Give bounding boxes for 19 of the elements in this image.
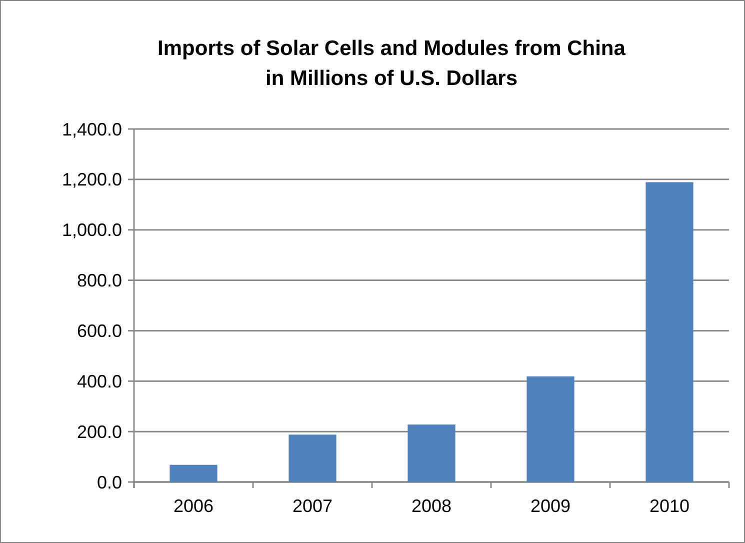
bar (408, 424, 456, 482)
y-tick-label: 0.0 (96, 472, 122, 492)
x-tick-label: 2009 (530, 496, 571, 516)
y-tick-label: 600.0 (76, 321, 122, 342)
y-tick-label: 1,000.0 (62, 220, 122, 240)
bar (646, 182, 694, 482)
y-tick-label: 1,200.0 (62, 170, 122, 190)
y-tick-label: 400.0 (76, 371, 122, 392)
y-tick-label: 1,400.0 (62, 119, 122, 140)
x-tick-label: 2008 (411, 496, 452, 516)
bar (170, 464, 218, 482)
bar (526, 376, 574, 482)
y-tick-label: 800.0 (76, 270, 122, 291)
x-tick-label: 2006 (173, 496, 214, 516)
chart-title: Imports of Solar Cells and Modules from China in Millions of U.S. Dollars (158, 37, 626, 90)
x-tick-label: 2007 (292, 496, 333, 516)
x-tick-label: 2010 (649, 496, 690, 516)
bar (288, 434, 336, 482)
y-tick-label: 200.0 (76, 422, 122, 442)
